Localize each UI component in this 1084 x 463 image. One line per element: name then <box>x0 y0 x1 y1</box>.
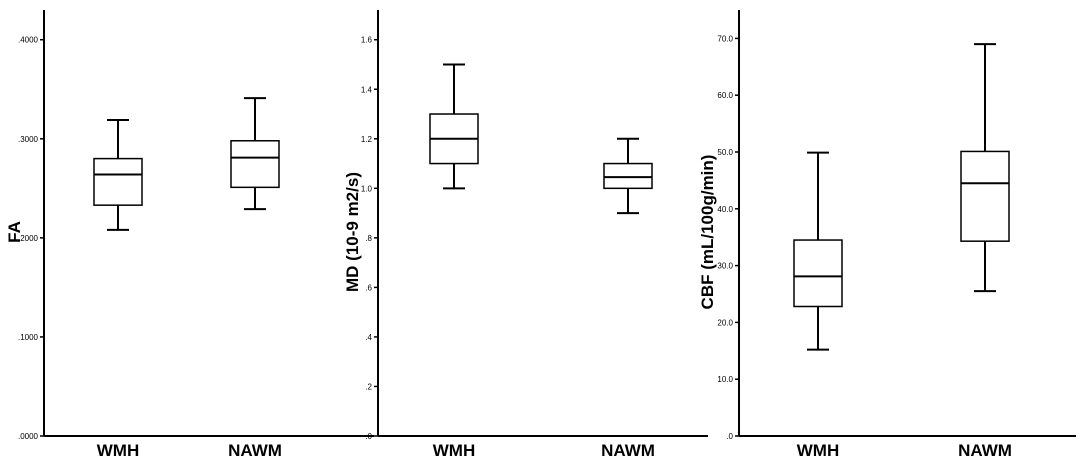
box-wmh <box>429 63 479 190</box>
y-tick-label: .2000 <box>18 234 39 243</box>
chart-panel-3: .0 10.0 20.0 30.0 40.0 50.0 60.0 70.0 WMH NAWM CBF… <box>698 10 1076 460</box>
y-tick-label: 1.4 <box>361 85 373 94</box>
chart-panel-1: .0000 .1000 .2000 .3000 .4000 WMH NAWM FA <box>5 10 374 460</box>
y-tick-label: .8 <box>365 234 372 243</box>
x-category-label: NAWM <box>228 441 282 460</box>
y-tick-label: 1.6 <box>361 36 373 45</box>
y-tick-label: 40.0 <box>717 205 733 214</box>
chart-panel-2: .0 .2 .4 .6 .8 1.0 1.2 1.4 1.6 WMH NAWM MD (10-9 m2… <box>343 10 708 460</box>
y-axis-title: FA <box>5 221 24 243</box>
y-tick-label: 60.0 <box>717 91 733 100</box>
x-category-label: NAWM <box>958 441 1012 460</box>
iqr-box <box>603 162 653 190</box>
y-tick-label: 70.0 <box>717 34 733 43</box>
y-tick-label: .2 <box>365 382 372 391</box>
y-tick-label: .4 <box>365 333 372 342</box>
y-tick-label: .0 <box>365 432 372 441</box>
y-axis-title: MD (10-9 m2/s) <box>343 172 362 292</box>
box-nawm <box>960 43 1010 293</box>
x-category-label: WMH <box>97 441 139 460</box>
y-axis-title: CBF (mL/100g/min) <box>698 155 717 310</box>
y-tick-label: 1.2 <box>361 135 373 144</box>
y-tick-label: 30.0 <box>717 262 733 271</box>
y-tick-label: 20.0 <box>717 318 733 327</box>
x-category-label: WMH <box>433 441 475 460</box>
box-wmh <box>793 151 843 351</box>
box-nawm <box>230 97 280 211</box>
x-category-label: NAWM <box>601 441 655 460</box>
y-tick-label: 1.0 <box>361 184 373 193</box>
iqr-box <box>793 239 843 308</box>
x-category-label: WMH <box>797 441 839 460</box>
y-tick-label: .4000 <box>18 36 39 45</box>
y-tick-label: .1000 <box>18 333 39 342</box>
y-tick-label: .0 <box>726 432 733 441</box>
y-tick-label: .0000 <box>18 432 39 441</box>
y-tick-label: .3000 <box>18 135 39 144</box>
box-wmh <box>93 118 143 231</box>
y-tick-label: .6 <box>365 283 372 292</box>
iqr-box <box>230 140 280 189</box>
iqr-box <box>960 150 1010 242</box>
y-tick-label: 50.0 <box>717 148 733 157</box>
iqr-box <box>93 157 143 206</box>
y-tick-label: 10.0 <box>717 375 733 384</box>
box-nawm <box>603 137 653 215</box>
